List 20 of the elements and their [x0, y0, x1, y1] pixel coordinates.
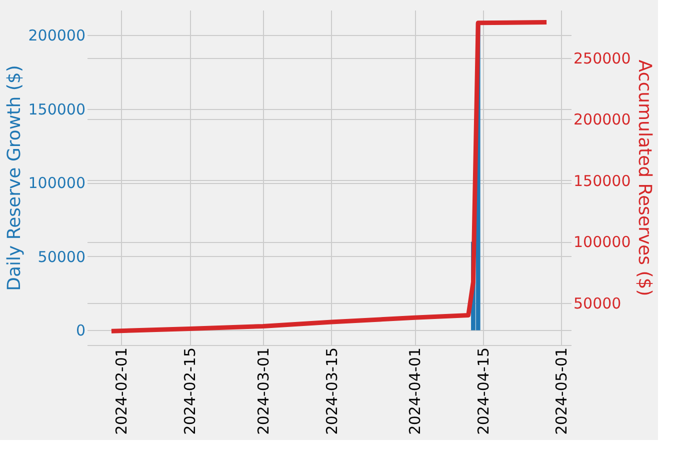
y-tick-label: 0 — [76, 322, 86, 340]
x-tick-label: 2024-02-15 — [181, 348, 200, 435]
y-tick-label: 150000 — [28, 100, 86, 118]
x-tick-label: 2024-02-01 — [112, 348, 131, 435]
x-tick-label: 2024-03-01 — [254, 348, 272, 435]
line-series — [109, 20, 549, 334]
y2-tick-label: 200000 — [574, 110, 631, 129]
y-tick-label: 200000 — [28, 26, 86, 45]
x-tick-label: 2024-03-15 — [322, 348, 341, 435]
x-tick-label: 2024-04-15 — [474, 348, 492, 435]
x-tick-label: 2024-05-01 — [552, 348, 571, 435]
y2-tick-label: 150000 — [574, 172, 631, 190]
y-tick-label: 50000 — [38, 248, 86, 266]
y2-tick-label: 250000 — [574, 49, 631, 68]
y-axis-title: Daily Reserve Growth ($) — [4, 65, 26, 291]
x-tick-label: 2024-04-01 — [406, 348, 424, 435]
y-tick-label: 100000 — [28, 174, 86, 192]
y2-tick-label: 50000 — [574, 294, 622, 312]
y2-tick-label: 100000 — [574, 233, 631, 252]
y2-axis-title: Accumulated Reserves ($) — [634, 60, 655, 296]
